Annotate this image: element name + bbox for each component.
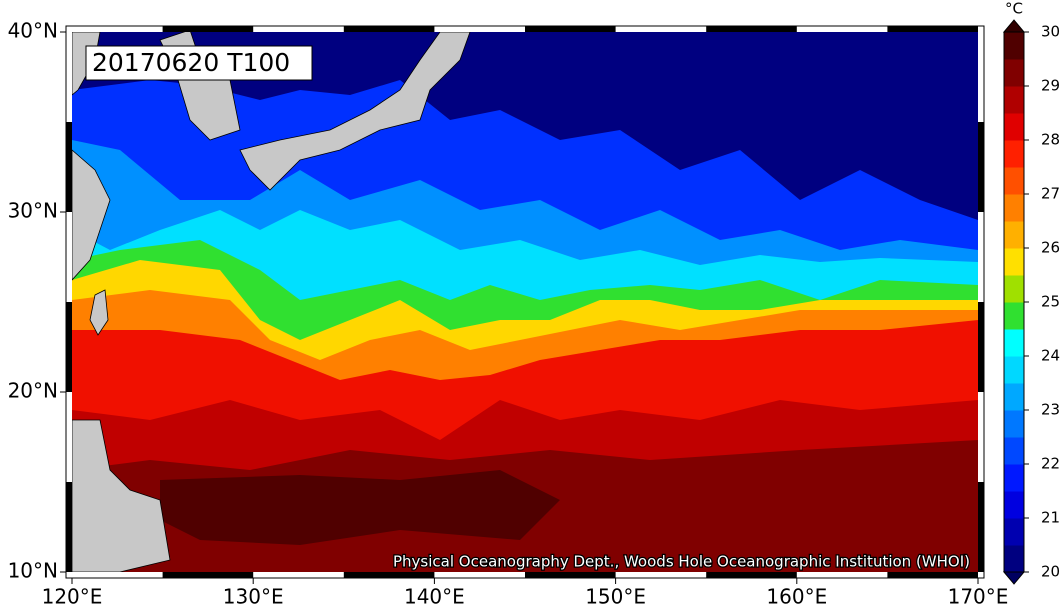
lon-tick-label: 140°E <box>404 585 465 609</box>
colorbar-swatch <box>1004 518 1024 546</box>
colorbar-swatch <box>1004 32 1024 60</box>
colorbar-swatch <box>1004 545 1024 573</box>
lon-tick-label: 160°E <box>766 585 827 609</box>
colorbar-unit: °C <box>1005 0 1023 18</box>
colorbar-tick-label: 29 <box>1041 77 1060 95</box>
frame-bar <box>706 572 797 578</box>
colorbar-swatch <box>1004 140 1024 168</box>
colorbar-swatch <box>1004 491 1024 519</box>
frame-bar <box>343 26 435 32</box>
lon-tick-label: 150°E <box>585 585 646 609</box>
frame-bar <box>66 302 72 392</box>
frame-bar <box>887 26 978 32</box>
title-box <box>85 45 313 81</box>
colorbar-swatch <box>1004 194 1024 222</box>
colorbar-under <box>1002 571 1026 585</box>
frame-bar <box>978 482 984 572</box>
colorbar-swatch <box>1004 437 1024 465</box>
colorbar-swatch <box>1004 167 1024 195</box>
lat-tick-label: 10°N <box>8 559 58 583</box>
colorbar-tick-label: 30 <box>1041 23 1060 41</box>
colorbar-tick-label: 24 <box>1041 347 1060 365</box>
colorbar-swatch <box>1004 329 1024 357</box>
lon-tick-label: 170°E <box>948 585 1009 609</box>
colorbar-swatch <box>1004 383 1024 411</box>
colorbar-tick-label: 21 <box>1041 509 1060 527</box>
credit: Physical Oceanography Dept., Woods Hole … <box>393 553 970 571</box>
frame-bar <box>525 572 616 578</box>
frame-bar <box>66 482 72 572</box>
lon-tick-label: 130°E <box>223 585 284 609</box>
frame-bar <box>887 572 978 578</box>
frame-bar <box>978 122 984 212</box>
frame-bar <box>66 122 72 212</box>
colorbar-tick-label: 20 <box>1041 563 1060 581</box>
colorbar-swatch <box>1004 221 1024 249</box>
colorbar-swatch <box>1004 275 1024 303</box>
lat-tick-label: 20°N <box>8 379 58 403</box>
frame-bar <box>525 26 616 32</box>
colorbar-swatch <box>1004 113 1024 141</box>
map-title: 20170620 T100 <box>92 48 290 77</box>
colorbar-tick-label: 26 <box>1041 239 1060 257</box>
frame-bar <box>343 572 435 578</box>
land <box>72 32 471 572</box>
colorbar-swatch <box>1004 410 1024 438</box>
colorbar-swatch <box>1004 356 1024 384</box>
lat-tick-label: 40°N <box>8 19 58 43</box>
colorbar-tick-label: 23 <box>1041 401 1060 419</box>
colorbar-tick-label: 27 <box>1041 185 1060 203</box>
frame-bar <box>978 302 984 392</box>
temperature-field <box>72 32 978 572</box>
lon-tick-label: 120°E <box>42 585 103 609</box>
frame-bar <box>706 26 797 32</box>
lat-tick-label: 30°N <box>8 199 58 223</box>
colorbar-swatch <box>1004 302 1024 330</box>
colorbar-swatch <box>1004 86 1024 114</box>
frame-bar <box>162 26 254 32</box>
colorbar-swatch <box>1004 59 1024 87</box>
colorbar-over <box>1002 19 1026 33</box>
colorbar-tick-label: 22 <box>1041 455 1060 473</box>
colorbar-tick-label: 28 <box>1041 131 1060 149</box>
colorbar-swatch <box>1004 248 1024 276</box>
frame-bar <box>162 572 254 578</box>
colorbar-swatch <box>1004 464 1024 492</box>
colorbar-tick-label: 25 <box>1041 293 1060 311</box>
